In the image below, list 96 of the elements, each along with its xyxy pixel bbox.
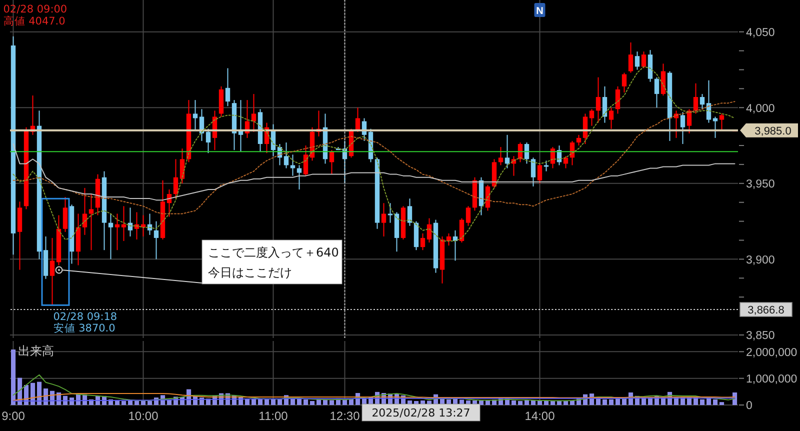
candlestick xyxy=(355,107,360,132)
candlestick xyxy=(459,218,464,244)
candlestick xyxy=(88,194,94,251)
candlestick xyxy=(225,68,230,107)
candlestick xyxy=(712,116,718,138)
candlestick xyxy=(407,198,412,226)
candlestick xyxy=(537,163,542,184)
candlestick xyxy=(114,213,120,251)
y-tick-label: 1,000,000 xyxy=(746,373,798,386)
bar xyxy=(713,399,718,405)
candlestick xyxy=(154,220,159,260)
candlestick xyxy=(589,108,594,126)
annotation: 02/28 09:00 高値 4047.0 xyxy=(3,3,68,28)
candlestick xyxy=(108,213,114,260)
bar xyxy=(122,401,126,405)
candlestick xyxy=(719,113,724,131)
ref-line-label: 3,985.0 xyxy=(754,125,792,138)
bar xyxy=(297,398,302,405)
bar xyxy=(330,400,334,405)
candlestick xyxy=(121,206,126,242)
candlestick xyxy=(504,134,510,169)
y-tick-label: 3,950 xyxy=(746,178,775,191)
y-tick-label: 2,000,000 xyxy=(746,346,798,359)
candlestick xyxy=(615,86,620,114)
candlestick xyxy=(284,142,289,169)
candlestick xyxy=(82,187,88,236)
chart-title: 出来高 xyxy=(18,344,54,358)
candlestick xyxy=(628,42,634,74)
candlestick xyxy=(660,63,666,96)
candlestick xyxy=(576,134,582,146)
y-tick-label: 4,000 xyxy=(746,102,775,115)
bar xyxy=(720,402,724,405)
candlestick xyxy=(50,237,55,306)
bar xyxy=(278,399,282,405)
candlestick xyxy=(608,107,614,130)
bar xyxy=(264,399,270,405)
candlestick xyxy=(544,160,549,172)
x-tick-label: 14:00 xyxy=(524,409,556,423)
y-tick-label: 3,900 xyxy=(746,254,775,266)
bar xyxy=(148,401,152,405)
y-tick-label: 0 xyxy=(746,400,752,412)
bar xyxy=(141,401,146,405)
bar xyxy=(486,400,490,405)
bar xyxy=(700,399,705,405)
bar xyxy=(134,401,140,405)
bar xyxy=(596,398,601,405)
x-tick-label: 9:00 xyxy=(2,409,26,423)
ref-line-label: 3,866.8 xyxy=(748,304,784,316)
candlestick xyxy=(251,93,256,132)
candlestick xyxy=(530,157,536,187)
candlestick xyxy=(388,202,393,224)
x-tick-label: 10:00 xyxy=(128,409,159,423)
annotation: 02/28 09:18 安値 3870.0 xyxy=(53,311,118,335)
candlestick xyxy=(654,76,660,108)
x-tick-label: 12:30 xyxy=(330,409,360,423)
candlestick xyxy=(700,93,705,110)
candlestick xyxy=(296,164,302,190)
candlestick xyxy=(290,154,296,176)
text: 2025/02/28 13:27 xyxy=(372,406,470,420)
bar xyxy=(11,350,16,405)
bar xyxy=(310,401,315,405)
y-tick-label: 4,050 xyxy=(746,26,775,39)
bar xyxy=(304,399,308,405)
bar xyxy=(512,400,516,405)
line-series xyxy=(12,393,736,401)
candlestick xyxy=(180,148,185,184)
candlestick xyxy=(596,76,601,124)
candlestick xyxy=(206,128,211,154)
annotation: N xyxy=(536,6,544,17)
candlestick xyxy=(634,51,640,70)
bar xyxy=(602,399,608,405)
candlestick xyxy=(329,150,334,175)
y-tick-label: 3,850 xyxy=(746,330,775,342)
bar xyxy=(544,401,549,405)
candlestick xyxy=(680,112,686,144)
bar xyxy=(531,400,536,405)
candlestick xyxy=(622,72,627,93)
bar xyxy=(518,401,523,405)
annotation: ここで二度入って＋640 今日はここだけ xyxy=(208,245,339,280)
candlestick xyxy=(693,82,698,114)
bar xyxy=(616,398,620,405)
candlestick xyxy=(602,86,608,124)
candlestick xyxy=(420,232,426,251)
candlestick xyxy=(173,158,178,200)
candlestick xyxy=(426,218,432,244)
bar xyxy=(609,399,614,405)
candlestick xyxy=(192,100,198,131)
candlestick xyxy=(303,145,308,176)
bar xyxy=(557,401,562,405)
candlestick xyxy=(466,206,471,226)
candlestick xyxy=(62,196,68,232)
candlestick xyxy=(381,202,386,237)
x-tick-label: 11:00 xyxy=(258,409,288,423)
candlestick xyxy=(641,51,646,69)
candlestick xyxy=(498,146,504,166)
candlestick xyxy=(686,108,692,134)
